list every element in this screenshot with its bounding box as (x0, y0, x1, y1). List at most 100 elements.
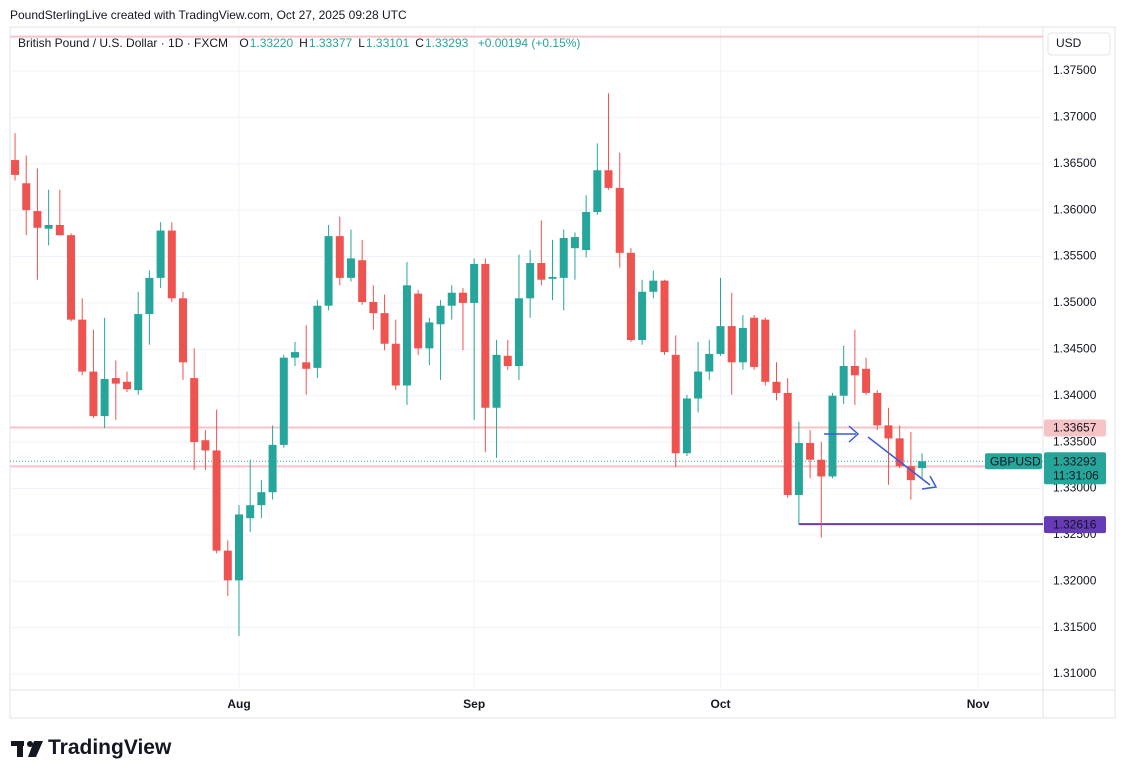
candle-body (817, 459, 826, 477)
level-label: 1.32616 (1053, 517, 1097, 531)
level-label: 1.33657 (1053, 421, 1097, 435)
candle-body (33, 211, 42, 228)
candle-body (839, 366, 848, 396)
symbol-tag: GBPUSD (990, 454, 1041, 468)
candle-body (380, 313, 389, 344)
candle-body (111, 378, 120, 384)
y-tick-label: 1.36000 (1053, 202, 1097, 216)
candle-body (234, 514, 243, 581)
candle-body (884, 425, 893, 439)
candle-body (201, 440, 210, 451)
last-price-label: 1.33293 (1053, 454, 1097, 468)
candle-body (313, 305, 322, 368)
candle-body (302, 362, 311, 369)
candle-body (794, 443, 803, 495)
arrow-head (921, 475, 938, 490)
y-tick-label: 1.35500 (1053, 249, 1097, 263)
legend-key: O (239, 36, 249, 50)
candle-body (638, 291, 647, 341)
candle-body (246, 505, 255, 519)
currency: USD (1056, 36, 1082, 50)
symbol-name: British Pound / U.S. Dollar · 1D · FXCM (18, 36, 229, 50)
y-tick-label: 1.36500 (1053, 156, 1097, 170)
candle-body (279, 357, 288, 445)
logo-part (17, 741, 23, 757)
candle-body (716, 326, 725, 354)
candle-body (559, 237, 568, 278)
candle-body (761, 319, 770, 382)
y-tick-label: 1.32000 (1053, 573, 1097, 587)
candle-body (828, 395, 837, 477)
legend-value: 1.33377 (308, 36, 353, 50)
countdown: 11:31:06 (1053, 468, 1099, 482)
logo (11, 741, 43, 757)
legend-value: 1.33101 (365, 36, 410, 50)
y-tick-label: 1.34500 (1053, 341, 1097, 355)
change: +0.00194 (+0.15%) (477, 36, 581, 50)
y-tick-label: 1.37000 (1053, 110, 1097, 124)
candle-body (414, 293, 423, 349)
candle-body (11, 160, 20, 175)
candle-body (89, 371, 98, 417)
candle-body (806, 443, 815, 460)
axis-labels: 1.310001.315001.320001.325001.330001.335… (227, 63, 1106, 711)
candle-body (179, 298, 188, 363)
candle-body (78, 319, 87, 372)
candle-body (167, 230, 176, 299)
candle-body (593, 170, 602, 213)
candle-body (750, 317, 759, 367)
candle-body (145, 277, 154, 315)
logo-part (28, 741, 43, 757)
y-tick-label: 1.33500 (1053, 434, 1097, 448)
candle-body (873, 392, 882, 426)
candle-body (123, 381, 132, 390)
candle-body (906, 466, 915, 481)
arrow (867, 436, 931, 486)
logo-part (27, 741, 33, 747)
legend-key: H (299, 36, 308, 50)
candle-body (391, 343, 400, 386)
candle-body (772, 381, 781, 393)
candle-body (582, 212, 591, 251)
candle-body (402, 285, 411, 386)
candle-body (503, 355, 512, 367)
candle-body (895, 438, 904, 467)
candle-body (492, 354, 501, 408)
candle-body (783, 392, 792, 495)
candle-body (223, 550, 232, 581)
candle-body (290, 352, 299, 358)
y-tick-label: 1.35000 (1053, 295, 1097, 309)
candle-body (537, 263, 546, 280)
candle-body (447, 292, 456, 306)
candle-body (671, 354, 680, 454)
symbol-tag-box (985, 453, 1042, 470)
candle-body (604, 170, 613, 188)
levels (10, 35, 1043, 526)
ohlc-fields: O1.33220 H1.33377 L1.33101 C1.33293 (239, 36, 474, 50)
candle-body (548, 276, 557, 279)
candle-body (850, 366, 859, 376)
candle-body (682, 398, 691, 454)
candle-body (335, 236, 344, 278)
candle-body (55, 224, 64, 236)
candle-body (268, 444, 277, 493)
candle-body (626, 252, 635, 341)
y-tick-label: 1.31500 (1053, 620, 1097, 634)
currency-box (1047, 32, 1111, 56)
candle-body (324, 236, 333, 306)
candle-body (526, 263, 535, 299)
candle-body (44, 224, 53, 229)
candle-body (727, 326, 736, 363)
x-tick-label: Oct (710, 697, 730, 711)
candle-body (738, 327, 747, 363)
candle-body (257, 492, 266, 506)
arrow-head (848, 425, 860, 443)
level-label-box (1044, 419, 1106, 437)
candle-body (514, 298, 523, 367)
header: PoundSterlingLive created with TradingVi… (10, 8, 407, 22)
grid (10, 27, 1043, 690)
candle-body (156, 230, 165, 278)
x-tick-label: Nov (967, 697, 990, 711)
